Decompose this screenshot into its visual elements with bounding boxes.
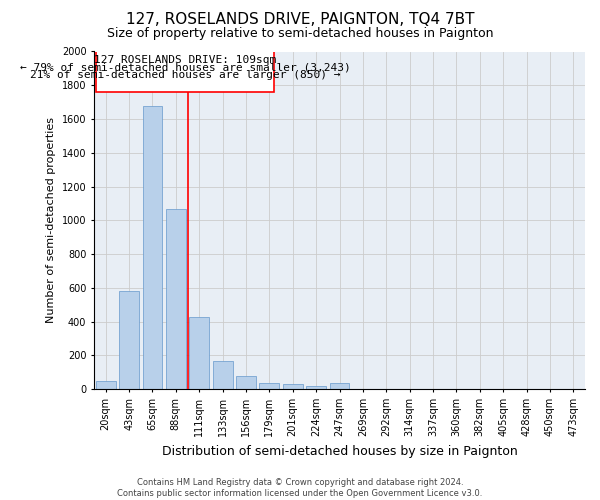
Bar <box>189 316 209 389</box>
Text: 21% of semi-detached houses are larger (850) →: 21% of semi-detached houses are larger (… <box>30 70 340 81</box>
Text: 127, ROSELANDS DRIVE, PAIGNTON, TQ4 7BT: 127, ROSELANDS DRIVE, PAIGNTON, TQ4 7BT <box>126 12 474 28</box>
Bar <box>236 376 256 389</box>
Text: Contains HM Land Registry data © Crown copyright and database right 2024.
Contai: Contains HM Land Registry data © Crown c… <box>118 478 482 498</box>
Y-axis label: Number of semi-detached properties: Number of semi-detached properties <box>46 118 56 324</box>
Text: 127 ROSELANDS DRIVE: 109sqm: 127 ROSELANDS DRIVE: 109sqm <box>94 54 277 64</box>
Bar <box>166 208 186 389</box>
Bar <box>143 106 163 389</box>
Bar <box>259 383 280 389</box>
Text: ← 79% of semi-detached houses are smaller (3,243): ← 79% of semi-detached houses are smalle… <box>20 62 350 72</box>
Bar <box>119 291 139 389</box>
X-axis label: Distribution of semi-detached houses by size in Paignton: Distribution of semi-detached houses by … <box>161 444 517 458</box>
Bar <box>329 383 349 389</box>
Text: Size of property relative to semi-detached houses in Paignton: Size of property relative to semi-detach… <box>107 28 493 40</box>
Bar <box>306 386 326 389</box>
Bar <box>283 384 302 389</box>
Bar <box>212 362 233 389</box>
FancyBboxPatch shape <box>97 52 274 92</box>
Bar <box>96 380 116 389</box>
